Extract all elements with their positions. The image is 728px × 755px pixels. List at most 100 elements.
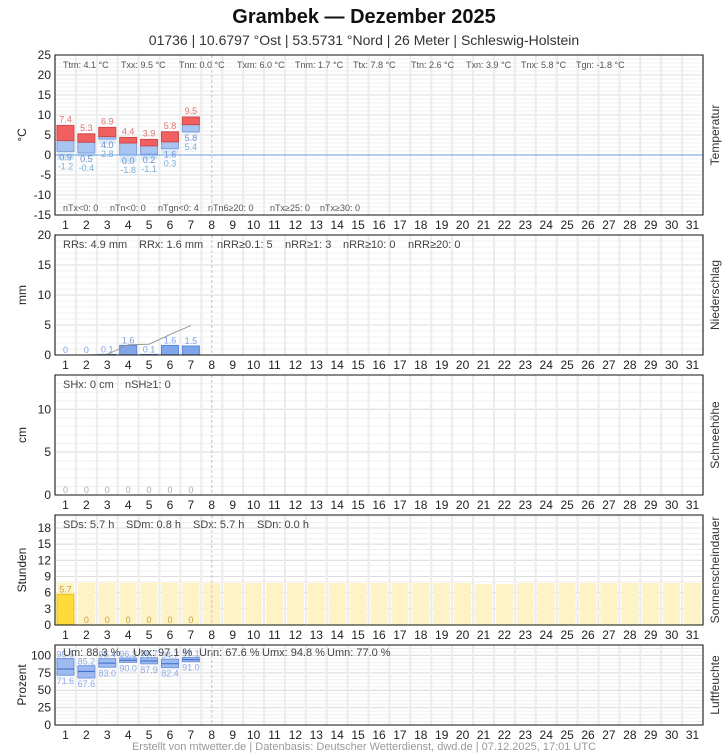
svg-text:28: 28 (623, 728, 637, 742)
precipitation-panel: 0 0 0.1 1.6 0.1 1.6 1.5 RRs: 4.9 mm RRx: 1.6 mm n… (15, 228, 722, 372)
svg-text:1: 1 (62, 218, 69, 232)
svg-text:7: 7 (188, 628, 195, 642)
svg-text:Luftfeuchte: Luftfeuchte (708, 655, 722, 715)
svg-text:0.1: 0.1 (101, 344, 114, 354)
svg-text:0.9: 0.9 (59, 152, 72, 162)
svg-text:5: 5 (146, 358, 153, 372)
svg-text:10: 10 (38, 402, 52, 416)
svg-text:5.8: 5.8 (185, 133, 198, 143)
svg-text:10: 10 (38, 288, 52, 302)
svg-text:3: 3 (44, 602, 51, 616)
svg-text:13: 13 (310, 218, 324, 232)
svg-text:30: 30 (665, 728, 679, 742)
svg-text:25: 25 (38, 701, 52, 715)
svg-text:6.9: 6.9 (101, 116, 114, 126)
svg-text:31: 31 (686, 498, 700, 512)
svg-text:13: 13 (310, 628, 324, 642)
svg-text:26: 26 (581, 498, 595, 512)
svg-text:9: 9 (229, 498, 236, 512)
svg-text:1: 1 (62, 358, 69, 372)
svg-text:RRs: 4.9 mm: RRs: 4.9 mm (63, 239, 127, 251)
svg-text:16: 16 (372, 728, 386, 742)
svg-text:15: 15 (351, 628, 365, 642)
svg-text:21: 21 (477, 498, 491, 512)
svg-text:27: 27 (602, 358, 616, 372)
svg-text:22: 22 (498, 628, 512, 642)
svg-text:14: 14 (331, 728, 345, 742)
svg-text:12: 12 (289, 728, 303, 742)
svg-text:0: 0 (105, 485, 110, 495)
svg-text:18: 18 (414, 498, 428, 512)
svg-text:mm: mm (15, 285, 29, 305)
svg-text:20: 20 (456, 728, 470, 742)
svg-text:8: 8 (208, 728, 215, 742)
svg-text:Tnn: 0.0 °C: Tnn: 0.0 °C (179, 60, 225, 70)
svg-text:27: 27 (602, 728, 616, 742)
svg-text:7: 7 (188, 218, 195, 232)
svg-text:18: 18 (414, 218, 428, 232)
svg-text:28: 28 (623, 358, 637, 372)
svg-text:5: 5 (146, 498, 153, 512)
svg-text:23: 23 (519, 628, 533, 642)
svg-text:23: 23 (519, 218, 533, 232)
svg-text:nRR≥0.1: 5: nRR≥0.1: 5 (217, 239, 273, 251)
svg-text:23: 23 (519, 498, 533, 512)
svg-text:96.7: 96.7 (140, 649, 158, 659)
svg-text:12: 12 (38, 553, 52, 567)
svg-text:13: 13 (310, 358, 324, 372)
svg-text:16: 16 (372, 218, 386, 232)
svg-text:90.0: 90.0 (119, 663, 137, 673)
svg-text:23: 23 (519, 358, 533, 372)
svg-text:Umn: 77.0 %: Umn: 77.0 % (327, 647, 391, 659)
svg-text:10: 10 (247, 498, 261, 512)
svg-text:10: 10 (247, 218, 261, 232)
svg-text:26: 26 (581, 218, 595, 232)
svg-text:0: 0 (44, 148, 51, 162)
svg-text:Temperatur: Temperatur (708, 105, 722, 166)
svg-text:20: 20 (456, 358, 470, 372)
svg-text:0: 0 (126, 615, 131, 625)
svg-text:1: 1 (62, 728, 69, 742)
svg-text:24: 24 (540, 728, 554, 742)
svg-text:22: 22 (498, 498, 512, 512)
svg-text:Stunden: Stunden (15, 548, 29, 593)
svg-text:12: 12 (289, 498, 303, 512)
svg-text:10: 10 (247, 728, 261, 742)
svg-text:82.4: 82.4 (161, 669, 179, 679)
svg-text:18: 18 (38, 521, 52, 535)
svg-text:9: 9 (229, 218, 236, 232)
svg-text:0: 0 (84, 615, 89, 625)
svg-text:Tgn: -1.8 °C: Tgn: -1.8 °C (576, 60, 625, 70)
svg-text:4: 4 (125, 628, 132, 642)
svg-text:21: 21 (477, 628, 491, 642)
svg-text:Unn: 67.6 %: Unn: 67.6 % (199, 647, 260, 659)
svg-text:0: 0 (188, 485, 193, 495)
svg-text:1: 1 (62, 498, 69, 512)
svg-text:0: 0 (63, 345, 68, 355)
svg-text:Tnx: 5.8 °C: Tnx: 5.8 °C (521, 60, 567, 70)
svg-text:17: 17 (393, 498, 407, 512)
svg-text:Schneehöhe: Schneehöhe (708, 401, 722, 469)
svg-text:20: 20 (38, 228, 52, 242)
svg-text:0: 0 (84, 345, 89, 355)
svg-text:6: 6 (167, 218, 174, 232)
svg-text:11: 11 (268, 218, 281, 232)
svg-text:Txn: 3.9 °C: Txn: 3.9 °C (466, 60, 512, 70)
svg-text:Ttx: 7.8 °C: Ttx: 7.8 °C (353, 60, 396, 70)
svg-text:13: 13 (310, 728, 324, 742)
svg-text:3.9: 3.9 (143, 128, 156, 138)
svg-text:11: 11 (268, 358, 281, 372)
svg-text:nTx<0: 0: nTx<0: 0 (63, 203, 98, 213)
svg-text:18: 18 (414, 728, 428, 742)
svg-text:75: 75 (38, 666, 52, 680)
svg-text:-5: -5 (40, 168, 51, 182)
svg-text:5.8: 5.8 (164, 121, 177, 131)
svg-text:3: 3 (104, 728, 111, 742)
svg-text:Ttn: 2.6 °C: Ttn: 2.6 °C (411, 60, 455, 70)
svg-text:-15: -15 (34, 208, 52, 222)
svg-text:0: 0 (167, 615, 172, 625)
svg-text:21: 21 (477, 218, 491, 232)
humidity-panel: 95.5 71.685.2 67.6 95.4 83.096.3 90.096.7 87.9… (15, 644, 722, 742)
svg-text:14: 14 (331, 498, 345, 512)
svg-text:3: 3 (104, 628, 111, 642)
